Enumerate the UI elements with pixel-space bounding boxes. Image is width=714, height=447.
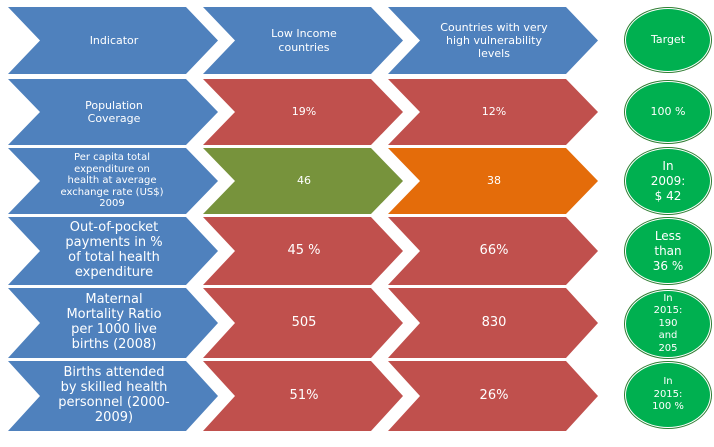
- low-income-value: 46: [203, 148, 403, 214]
- low-income-value: 51%: [203, 361, 403, 431]
- indicator-label: Maternal Mortality Ratio per 1000 live b…: [66, 292, 162, 352]
- value-label: 66%: [479, 242, 509, 258]
- target-label: In 2015: 100 %: [652, 376, 684, 413]
- indicator-label: Per capita total expenditure on health a…: [60, 152, 164, 210]
- target-value: 100 %: [625, 81, 711, 143]
- target-value: In 2015: 100 %: [625, 362, 711, 428]
- target-value: Less than 36 %: [625, 218, 711, 284]
- target-label: In 2015: 190 and 205: [653, 292, 683, 354]
- vulnerable-value: 830: [388, 288, 598, 358]
- target-value: In 2015: 190 and 205: [625, 290, 711, 358]
- header-vulnerable-label: Countries with very high vulnerability l…: [440, 20, 548, 61]
- indicator-population-coverage: Population Coverage: [8, 79, 218, 145]
- target-label: Less than 36 %: [652, 228, 684, 273]
- header-low-income: Low Income countries: [203, 7, 403, 74]
- value-label: 46: [297, 174, 311, 188]
- low-income-value: 45 %: [203, 217, 403, 285]
- indicator-out-of-pocket: Out-of-pocket payments in % of total hea…: [8, 217, 218, 285]
- vulnerable-value: 12%: [388, 79, 598, 145]
- value-label: 51%: [289, 387, 319, 403]
- header-target: Target: [625, 8, 711, 72]
- header-low-income-label: Low Income countries: [271, 27, 337, 54]
- vulnerable-value: 38: [388, 148, 598, 214]
- target-value: In 2009: $ 42: [625, 148, 711, 214]
- indicator-label: Out-of-pocket payments in % of total hea…: [65, 220, 163, 280]
- header-indicator-label: Indicator: [89, 33, 139, 47]
- low-income-value: 19%: [203, 79, 403, 145]
- value-label: 505: [291, 314, 317, 330]
- vulnerable-value: 26%: [388, 361, 598, 431]
- header-indicator: Indicator: [8, 7, 218, 74]
- value-label: 38: [487, 174, 501, 188]
- target-label: 100 %: [650, 105, 686, 119]
- header-vulnerable: Countries with very high vulnerability l…: [388, 7, 598, 74]
- target-label: In 2009: $ 42: [650, 158, 686, 203]
- value-label: 19%: [291, 105, 317, 119]
- value-label: 12%: [481, 105, 507, 119]
- header-target-label: Target: [650, 33, 686, 47]
- indicator-births-attended: Births attended by skilled health person…: [8, 361, 218, 431]
- value-label: 830: [481, 314, 507, 330]
- value-label: 26%: [479, 387, 509, 403]
- value-label: 45 %: [287, 242, 321, 258]
- indicator-label: Population Coverage: [85, 98, 143, 125]
- vulnerable-value: 66%: [388, 217, 598, 285]
- indicator-maternal-mortality: Maternal Mortality Ratio per 1000 live b…: [8, 288, 218, 358]
- indicator-per-capita-expenditure: Per capita total expenditure on health a…: [8, 148, 218, 214]
- indicator-label: Births attended by skilled health person…: [58, 365, 170, 425]
- low-income-value: 505: [203, 288, 403, 358]
